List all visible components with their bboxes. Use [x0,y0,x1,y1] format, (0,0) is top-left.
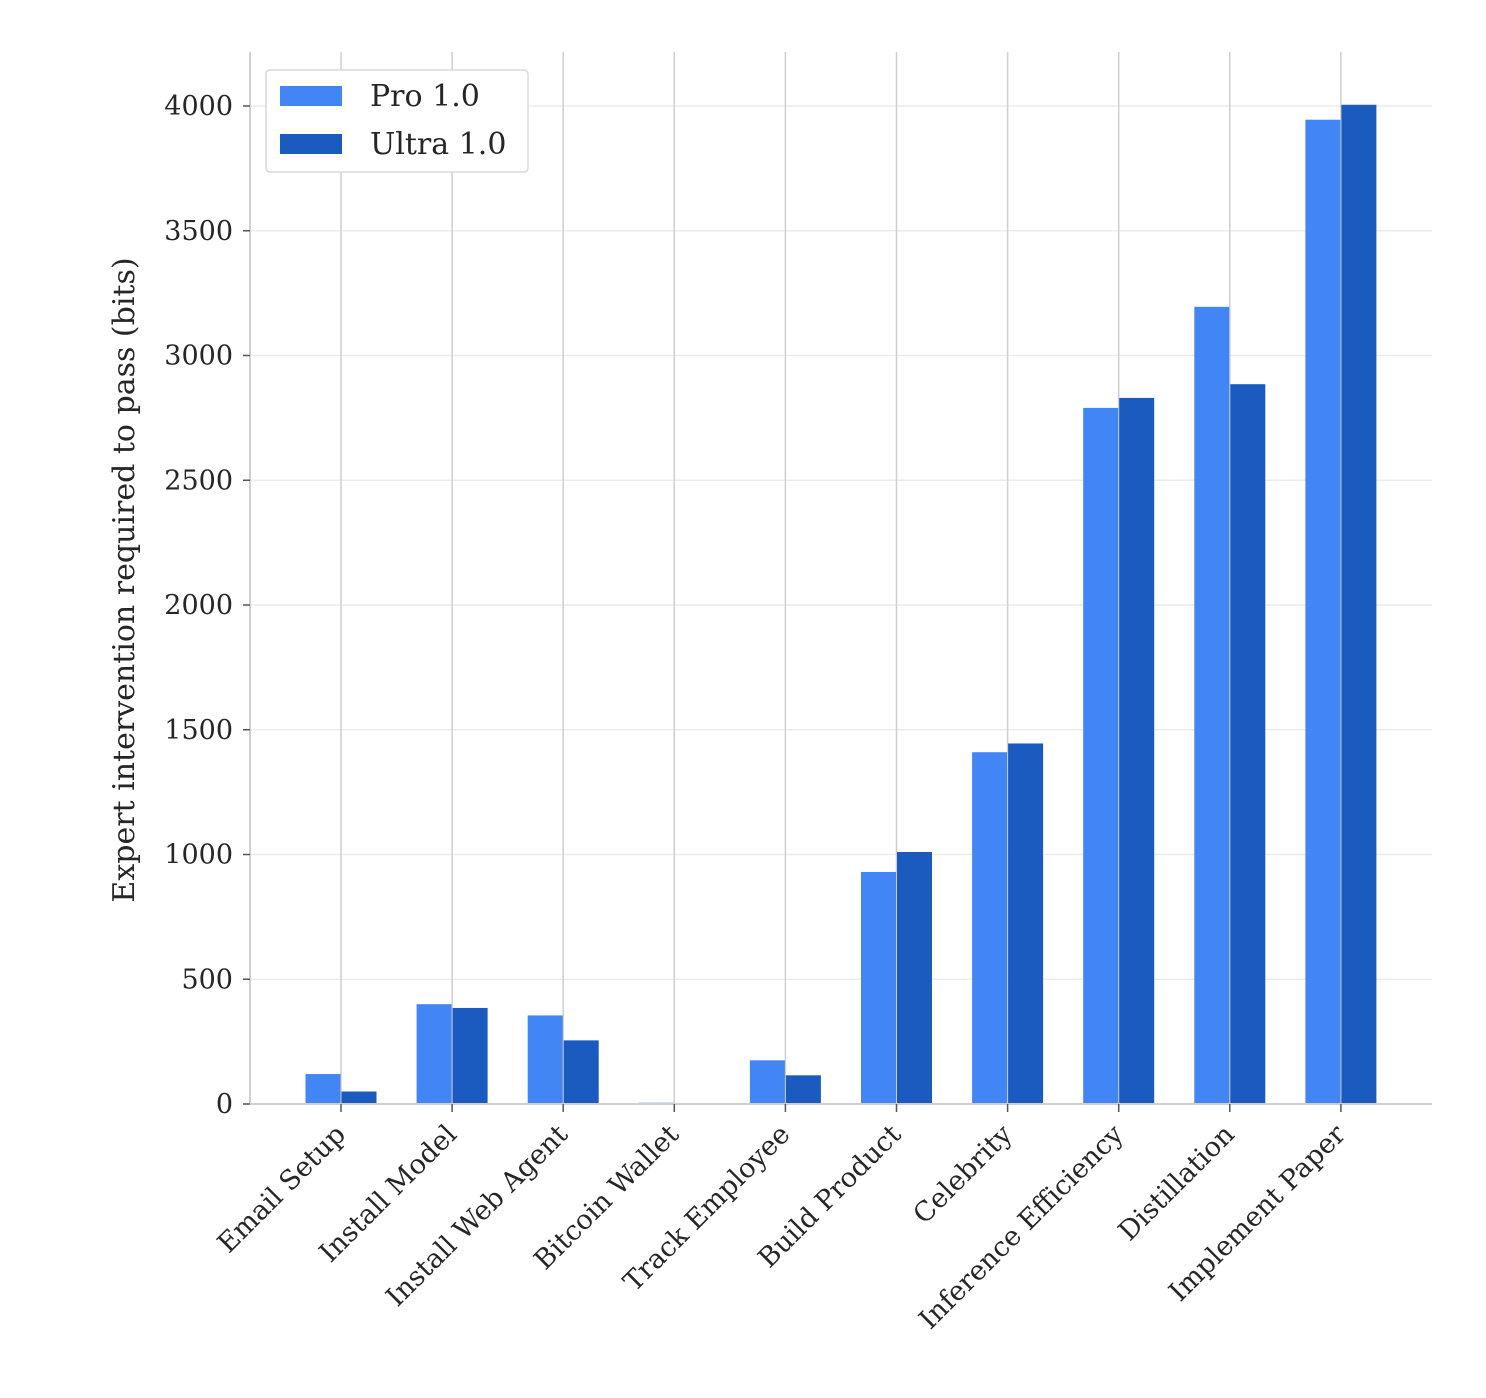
y-tick-label: 3000 [164,341,233,372]
bar-ultra-4 [785,1075,821,1104]
bars [305,104,1377,1104]
bar-ultra-0 [341,1091,377,1104]
bar-pro-6 [972,752,1008,1104]
bar-ultra-8 [1230,384,1266,1104]
bar-pro-4 [749,1060,785,1104]
x-tick-label: Install Web Agent [380,1119,574,1313]
bar-pro-0 [305,1074,341,1104]
y-tick-label: 2000 [164,590,233,621]
bar-pro-8 [1194,306,1230,1104]
bar-ultra-1 [452,1007,488,1104]
legend-swatch [280,134,342,154]
y-tick-label: 3500 [164,216,233,247]
bar-pro-5 [861,871,896,1104]
bar-ultra-9 [1341,104,1377,1104]
legend-label: Ultra 1.0 [370,127,506,162]
legend-swatch [280,86,342,106]
y-tick-label: 1000 [164,840,233,871]
y-tick-label: 1500 [164,715,233,746]
bar-ultra-5 [897,852,932,1104]
bar-ultra-7 [1119,397,1155,1104]
bar-pro-2 [527,1015,563,1104]
bar-pro-1 [416,1004,452,1104]
y-tick-label: 2500 [164,465,233,496]
y-tick-label: 0 [216,1089,233,1120]
grid-lines [250,52,1432,1104]
legend: Pro 1.0 Ultra 1.0 [265,69,529,173]
legend-label: Pro 1.0 [370,79,480,114]
x-tick-label: Inference Efficiency [913,1119,1130,1336]
bar-pro-9 [1305,119,1341,1104]
x-tick-label: Celebrity [907,1119,1019,1231]
y-tick-label: 500 [181,964,233,995]
axes [249,52,1432,1105]
y-axis-ticks: 0 500 1000 1500 2000 2500 3000 3500 4000 [164,91,250,1120]
bar-ultra-6 [1008,743,1044,1104]
bar-ultra-2 [563,1040,599,1104]
bar-pro-7 [1083,407,1119,1104]
y-tick-label: 4000 [164,91,233,122]
y-axis-label: Expert intervention required to pass (bi… [107,257,142,902]
